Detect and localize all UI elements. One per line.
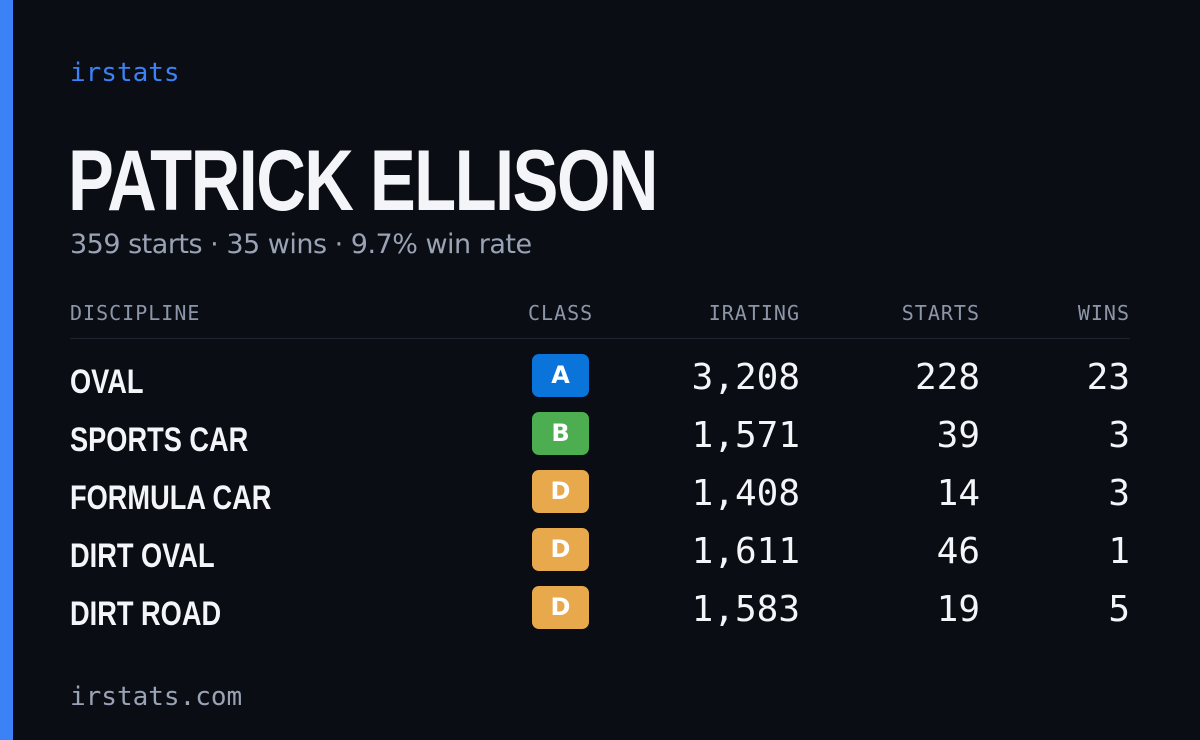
class-badge: D (532, 528, 589, 571)
header-irating: IRATING (708, 301, 800, 325)
accent-bar (0, 0, 13, 740)
row-irating: 1,408 (691, 473, 800, 514)
brand-logo: irstats (70, 58, 180, 88)
row-discipline: DIRT ROAD (70, 595, 222, 633)
table-row: DIRT ROAD D 1,583 19 5 (70, 586, 1130, 644)
row-discipline: DIRT OVAL (70, 537, 215, 575)
table-row: FORMULA CAR D 1,408 14 3 (70, 470, 1130, 528)
footer-url: irstats.com (70, 682, 243, 712)
header-discipline: DISCIPLINE (70, 301, 201, 325)
row-wins: 23 (1086, 357, 1130, 398)
table-row: SPORTS CAR B 1,571 39 3 (70, 412, 1130, 470)
row-irating: 3,208 (691, 357, 800, 398)
row-wins: 5 (1108, 589, 1130, 630)
player-name: PATRICK ELLISON (68, 133, 658, 229)
row-irating: 1,611 (691, 531, 800, 572)
header-wins: WINS (1077, 301, 1130, 325)
row-starts: 228 (914, 357, 980, 398)
player-summary: 359 starts · 35 wins · 9.7% win rate (70, 229, 532, 260)
row-starts: 19 (936, 589, 980, 630)
row-starts: 39 (936, 415, 980, 456)
header-class: CLASS (528, 301, 594, 325)
row-wins: 1 (1108, 531, 1130, 572)
table-row: OVAL A 3,208 228 23 (70, 354, 1130, 412)
table-row: DIRT OVAL D 1,611 46 1 (70, 528, 1130, 586)
row-wins: 3 (1108, 415, 1130, 456)
row-starts: 14 (936, 473, 980, 514)
class-badge: A (532, 354, 589, 397)
class-badge: D (532, 470, 589, 513)
class-badge: B (532, 412, 589, 455)
table-header: DISCIPLINE CLASS IRATING STARTS WINS (70, 300, 1130, 339)
row-irating: 1,571 (691, 415, 800, 456)
row-discipline: OVAL (70, 363, 144, 401)
row-discipline: FORMULA CAR (70, 479, 272, 517)
row-starts: 46 (936, 531, 980, 572)
row-discipline: SPORTS CAR (70, 421, 249, 459)
row-wins: 3 (1108, 473, 1130, 514)
header-starts: STARTS (901, 301, 980, 325)
row-irating: 1,583 (691, 589, 800, 630)
class-badge: D (532, 586, 589, 629)
